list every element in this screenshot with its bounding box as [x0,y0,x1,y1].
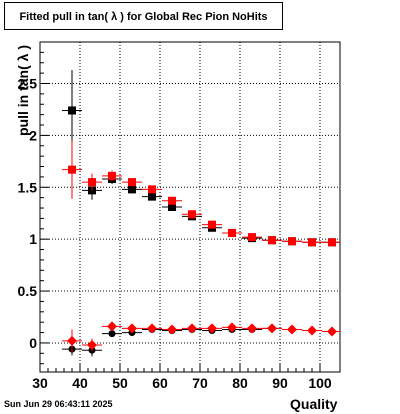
axes: 30 40 50 60 70 80 90 100 0 0.5 1 1.5 2 2.5 [18,51,332,391]
square-point [128,185,136,194]
square-point [228,228,236,237]
square-point [248,233,256,242]
square-point [268,236,276,245]
y-tick-label: 2 [29,127,37,143]
y-tick-label: 2.5 [18,76,38,92]
square-point [88,178,96,187]
y-axis-label: pull in tan( λ ) [15,45,31,136]
diamond-point [307,325,317,336]
diamond-point [207,323,217,334]
diamond-point [267,323,277,334]
diamond-point [247,323,257,334]
square-point [188,210,196,219]
square-point [208,220,216,229]
title-box: Fitted pull in tan( λ ) for Global Rec P… [4,2,283,30]
data-marks [62,70,340,357]
square-point [68,165,76,174]
square-point [148,192,156,201]
x-tick-label: 50 [112,375,128,391]
chart-title: Fitted pull in tan( λ ) for Global Rec P… [19,11,268,23]
grid-lines [40,42,340,372]
square-point [288,237,296,246]
diamond-point [87,340,97,351]
y-tick-label: 1 [29,231,37,247]
y-tick-label: 0.5 [18,283,38,299]
diamond-point [67,335,77,346]
y-tick-label: 1.5 [18,179,38,195]
square-point [128,178,136,187]
square-point [328,238,336,247]
series-diamond-ff0000 [62,321,340,353]
timestamp: Sun Jun 29 06:43:11 2025 [4,399,113,409]
diamond-point [167,324,177,335]
square-point [108,171,116,180]
square-point [308,238,316,247]
circle-point [108,330,116,338]
x-tick-label: 60 [152,375,168,391]
y-tick-label: 0 [29,335,37,351]
diamond-point [147,323,157,334]
x-axis-label: Quality [290,396,338,412]
diamond-point [327,326,337,337]
square-point [168,203,176,211]
diamond-point [187,323,197,334]
x-tick-label: 80 [232,375,248,391]
diamond-point [287,324,297,335]
plot-frame [39,41,341,373]
x-tick-label: 90 [272,375,288,391]
square-point [148,185,156,194]
diamond-point [227,322,237,333]
series-square-ff0000 [62,140,340,247]
diamond-point [107,321,117,332]
x-tick-label: 40 [72,375,88,391]
square-point [168,196,176,205]
series-square-000000 [62,70,340,247]
x-tick-label: 100 [308,375,332,391]
x-tick-label: 70 [192,375,208,391]
square-point [68,106,76,115]
x-tick-label: 30 [32,375,48,391]
diamond-point [127,323,137,334]
